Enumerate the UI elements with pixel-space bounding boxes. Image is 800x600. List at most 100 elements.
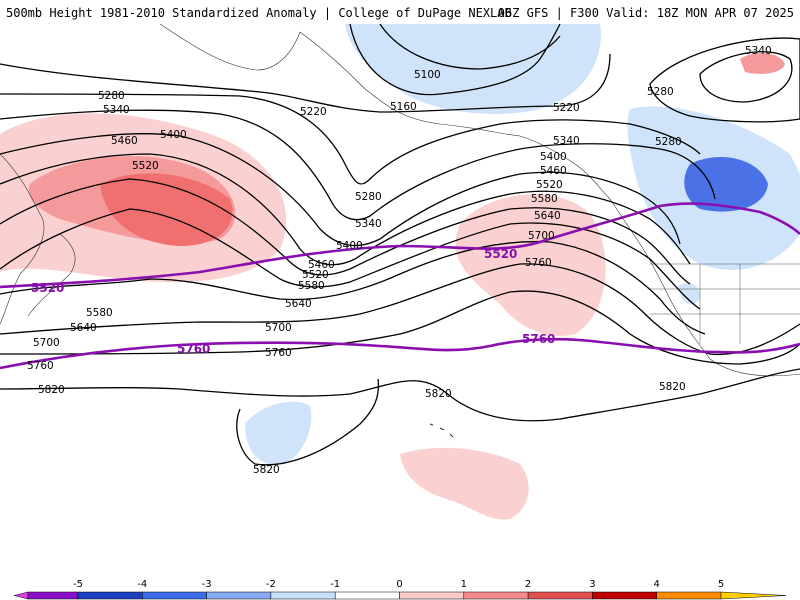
label-5340-e: 5340 (553, 135, 580, 147)
contour-5820-south (236, 378, 380, 466)
label-5700-w: 5700 (33, 337, 60, 349)
label-5820-e: 5820 (659, 381, 686, 393)
climo-contours (0, 202, 800, 370)
contour-5820-north (0, 368, 800, 422)
label-5280-ne: 5280 (647, 86, 674, 98)
contour-5400 (0, 133, 681, 247)
legend-segment (527, 591, 593, 600)
legend-tick-label: -2 (266, 579, 276, 590)
label-5520-c: 5520 (302, 269, 329, 281)
contour-5100 (379, 24, 561, 70)
climo-5760 (0, 337, 800, 370)
contour-5220 (0, 53, 611, 113)
legend-tick-label: -4 (137, 579, 147, 590)
legend-segment (77, 591, 143, 600)
climo-label-5760-w: 5760 (177, 342, 210, 356)
model-run-info: 06Z GFS | F300 Valid: 18Z MON APR 07 202… (497, 6, 794, 20)
label-5340-w: 5340 (103, 104, 130, 116)
label-5280-c: 5280 (355, 191, 382, 203)
label-5580-w: 5580 (86, 307, 113, 319)
legend-segment (206, 591, 272, 600)
contour-5640 (0, 240, 706, 335)
height-contours (0, 24, 800, 466)
pos-anomaly-south (400, 447, 529, 520)
legend-segment (270, 591, 336, 600)
color-legend: -5 -4 -3 -2 -1 0 1 2 3 4 5 (13, 579, 787, 600)
contour-labels: 5340 5280 5100 5160 5220 5220 5280 5340 … (27, 45, 772, 476)
legend-segment (334, 591, 400, 600)
label-5280-w: 5280 (98, 90, 125, 102)
pos-anomaly-west-strong (100, 173, 233, 246)
contour-5280-ne (649, 37, 800, 123)
contour-5760 (0, 290, 800, 365)
legend-tick-label: 1 (461, 579, 467, 590)
legend-colorbar (13, 591, 787, 600)
climo-label-5520-c: 5520 (484, 247, 517, 261)
label-5640-w: 5640 (70, 322, 97, 334)
coastline-north-america (609, 198, 800, 377)
label-5580-e: 5580 (531, 193, 558, 205)
anomaly-shading (0, 24, 800, 520)
legend-ticks: -5 -4 -3 -2 -1 0 1 2 3 4 5 (73, 579, 724, 590)
label-5460-w: 5460 (111, 135, 138, 147)
label-5160: 5160 (390, 101, 417, 113)
state-borders (650, 263, 800, 344)
neg-anomaly-south (245, 401, 312, 465)
legend-tick-label: -5 (73, 579, 83, 590)
label-5820-c: 5820 (425, 388, 452, 400)
legend-segment (592, 591, 657, 600)
legend-segment (399, 591, 465, 600)
climo-label-5760-c: 5760 (522, 332, 555, 346)
label-5820-s: 5820 (253, 464, 280, 476)
contour-5520 (0, 178, 691, 285)
pos-anomaly-ne (740, 52, 785, 74)
label-5640-e: 5640 (534, 210, 561, 222)
hawaii (429, 423, 454, 438)
neg-anomaly-coast (678, 283, 701, 305)
label-5760-e: 5760 (525, 257, 552, 269)
label-5460-c: 5460 (308, 259, 335, 271)
legend-segment (142, 591, 207, 600)
label-5700-c: 5700 (265, 322, 292, 334)
label-5280-e: 5280 (655, 136, 682, 148)
contour-5280 (0, 93, 701, 185)
coastline-alaska (299, 31, 611, 200)
legend-tick-label: 4 (654, 579, 660, 590)
title-bar: 500mb Height 1981-2010 Standardized Anom… (0, 0, 800, 24)
label-5760-c: 5760 (265, 347, 292, 359)
legend-tick-label: 0 (396, 579, 402, 590)
weather-map: 5340 5280 5100 5160 5220 5220 5280 5340 … (0, 24, 800, 520)
legend-segment (27, 591, 79, 600)
label-5520-w: 5520 (132, 160, 159, 172)
label-5400-w: 5400 (160, 129, 187, 141)
label-5640-c: 5640 (285, 298, 312, 310)
label-5580-c: 5580 (298, 280, 325, 292)
contour-5460 (0, 153, 691, 266)
label-5400-c: 5400 (336, 240, 363, 252)
neg-anomaly-east-strong (684, 156, 768, 212)
climo-labels: 5520 5520 5760 5760 (31, 247, 555, 356)
label-5520-e: 5520 (536, 179, 563, 191)
label-5760-w: 5760 (27, 360, 54, 372)
legend-tick-label: 2 (525, 579, 531, 590)
coastline-japan (27, 233, 76, 317)
contour-5580 (0, 208, 701, 310)
map-title: 500mb Height 1981-2010 Standardized Anom… (6, 6, 512, 20)
legend-segment (463, 591, 529, 600)
label-5820-w: 5820 (38, 384, 65, 396)
label-5220-n: 5220 (300, 106, 327, 118)
legend-tick-label: 5 (718, 579, 724, 590)
pos-anomaly-central (455, 194, 606, 336)
climo-label-5520-w: 5520 (31, 281, 64, 295)
label-5700-e: 5700 (528, 230, 555, 242)
coastlines (0, 24, 800, 438)
label-5400-e: 5400 (540, 151, 567, 163)
coastline-siberia (159, 24, 301, 71)
legend-tick-label: -1 (330, 579, 340, 590)
label-5100: 5100 (414, 69, 441, 81)
label-5340-ne: 5340 (745, 45, 772, 57)
label-5220-c: 5220 (553, 102, 580, 114)
legend-tick-label: 3 (589, 579, 595, 590)
legend-arrow-low (13, 591, 29, 600)
legend-segment (656, 591, 722, 600)
